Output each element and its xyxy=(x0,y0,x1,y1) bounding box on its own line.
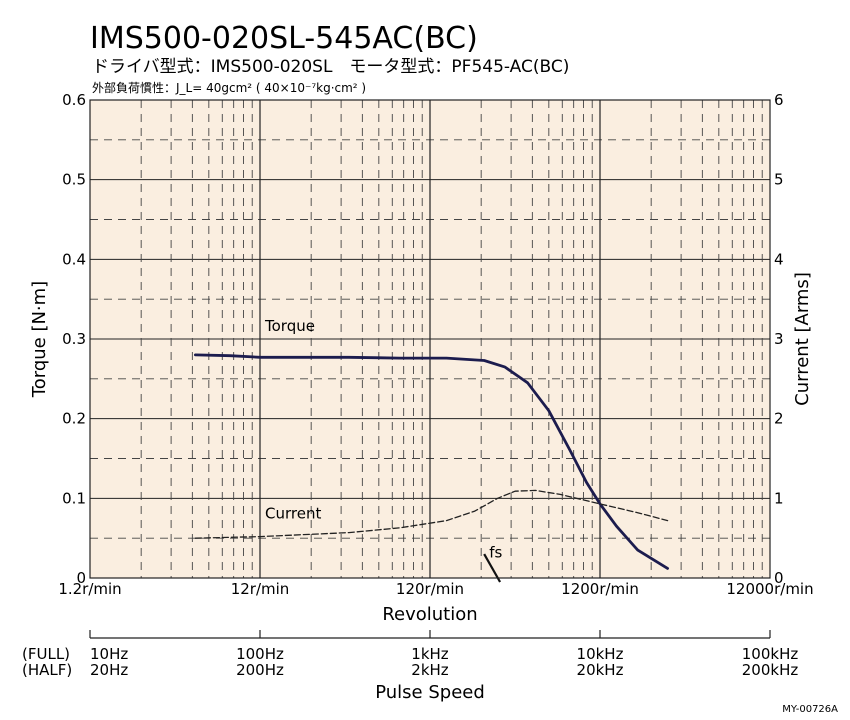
pulse-tick-full: 100Hz xyxy=(236,645,284,663)
load-inertia-note: 外部負荷慣性：J_L= 40gcm² ( 40×10⁻⁷kg·cm² ) xyxy=(92,80,366,95)
y-tick-right: 4 xyxy=(774,250,784,268)
torque-curve xyxy=(193,353,669,570)
x-tick-label: 120r/min xyxy=(396,580,464,598)
grid-lines xyxy=(90,100,770,578)
pulse-axis-label: Pulse Speed xyxy=(375,682,485,703)
pulse-row-label-half: (HALF) xyxy=(22,661,72,679)
annotation-torque: Torque xyxy=(264,317,315,335)
y-tick-left: 0.5 xyxy=(62,171,86,189)
pulse-tick-half: 20Hz xyxy=(90,661,128,679)
x-axis-label: Revolution xyxy=(382,604,477,625)
pulse-tick-half: 200kHz xyxy=(742,661,799,679)
x-tick-label: 12000r/min xyxy=(726,580,813,598)
figure-code: MY-00726A xyxy=(782,704,838,715)
tick-labels: 0 0.1 0.2 0.3 0.4 0.5 0.6 0 1 2 3 4 5 6 1.2r/min 12r/mi… xyxy=(58,91,813,598)
pulse-tick-half: 200Hz xyxy=(236,661,284,679)
x-tick-label: 12r/min xyxy=(231,580,290,598)
fs-marker xyxy=(483,553,502,583)
x-tick-label: 1.2r/min xyxy=(58,580,121,598)
y-axis-label-left: Torque [N·m] xyxy=(29,281,50,398)
pulse-row-label-full: (FULL) xyxy=(22,645,70,663)
chart-subtitle: ドライバ型式：IMS500-020SL モータ型式：PF545-AC(BC) xyxy=(92,57,569,77)
y-tick-right: 1 xyxy=(774,489,784,507)
pulse-tick-full: 10kHz xyxy=(577,645,624,663)
chart-title: IMS500-020SL-545AC(BC) xyxy=(90,21,478,56)
plot-frame xyxy=(89,99,771,579)
annotation-fs: fs xyxy=(489,543,502,561)
y-tick-left: 0.2 xyxy=(62,410,86,428)
y-tick-right: 6 xyxy=(774,91,784,109)
y-tick-right: 0 xyxy=(774,569,784,587)
x-tick-label: 1200r/min xyxy=(561,580,639,598)
y-tick-left: 0.6 xyxy=(62,91,86,109)
y-tick-left: 0 xyxy=(76,569,86,587)
pulse-tick-full: 100kHz xyxy=(742,645,799,663)
y-axis-label-right: Current [Arms] xyxy=(792,272,813,406)
series-layer: Torque Current fs xyxy=(193,317,669,583)
pulse-tick-half: 2kHz xyxy=(411,661,449,679)
pulse-tick-half: 20kHz xyxy=(577,661,624,679)
y-tick-right: 2 xyxy=(774,410,784,428)
y-tick-right: 3 xyxy=(774,330,784,348)
y-tick-left: 0.1 xyxy=(62,489,86,507)
y-tick-left: 0.3 xyxy=(62,330,86,348)
y-tick-left: 0.4 xyxy=(62,250,86,268)
annotation-current: Current xyxy=(265,504,321,522)
pulse-tick-full: 1kHz xyxy=(411,645,449,663)
pulse-tick-full: 10Hz xyxy=(90,645,128,663)
current-curve xyxy=(194,489,669,539)
y-tick-right: 5 xyxy=(774,171,784,189)
